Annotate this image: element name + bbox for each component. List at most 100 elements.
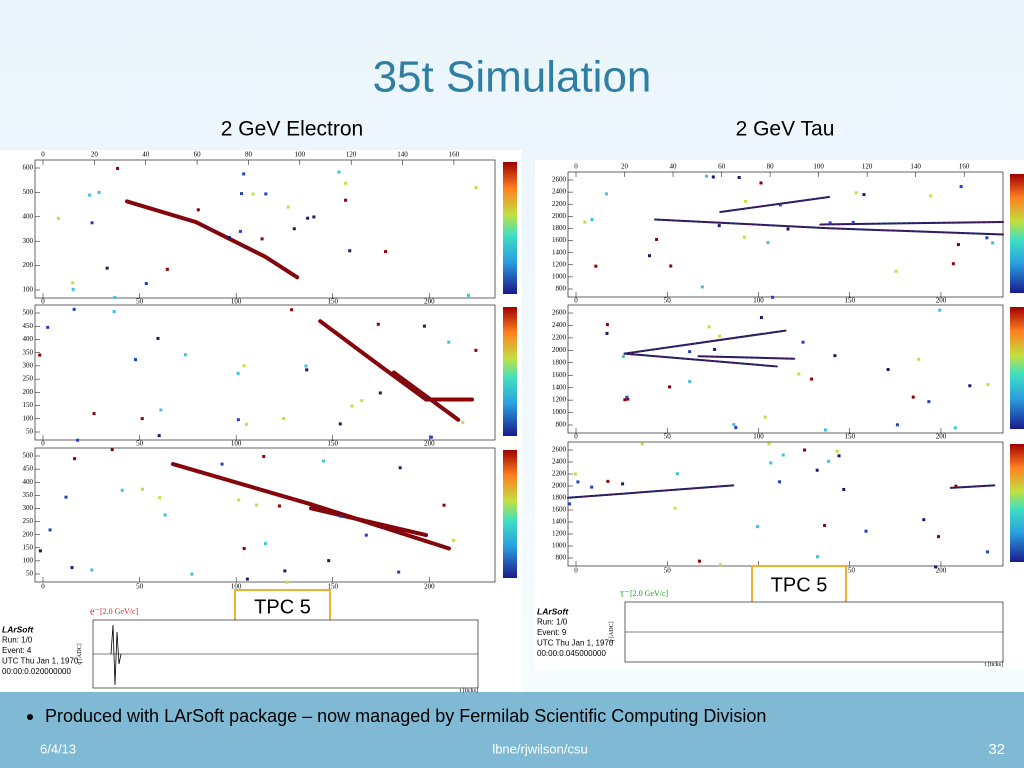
y-tick-label: 1400 [552,248,567,256]
hit [621,354,625,358]
y-tick-label: 1200 [552,260,567,268]
hit [398,466,402,470]
hit [327,559,331,563]
track-edge [720,196,830,213]
hit [290,308,294,312]
event-info: 00:00:0.045000000 [537,649,607,658]
hit [823,523,827,527]
y-tick-label: 2000 [552,346,567,354]
color-scale [1010,174,1024,293]
y-tick-label: 1800 [552,224,567,232]
hit [344,198,348,202]
y-tick-label: 2000 [552,482,567,490]
track [309,506,428,538]
y-tick-label: 500 [23,452,34,460]
hit [264,192,268,196]
hit [621,482,625,486]
x-tick-label: 0 [41,583,45,591]
hit [837,454,841,458]
hit [254,503,258,507]
event-info: LArSoft [2,624,34,634]
hit [110,448,114,452]
waveform [110,624,122,686]
panel-label: 2 GeV Tau [736,118,835,141]
y-tick-label: 800 [556,285,567,293]
hit [451,538,455,542]
y-tick-label: 2600 [552,446,567,454]
hit [157,434,161,438]
hit [220,462,224,466]
hit [113,296,117,300]
x-tick-label: 40 [670,163,678,171]
event-info: Event: 4 [2,646,32,655]
x-tick-label: 0 [574,567,578,575]
hit [697,559,701,563]
y-tick-label: 100 [23,414,34,422]
title: 35t Simulation [373,53,652,102]
hit [917,357,921,361]
hit [953,426,957,430]
x-tick-label: 0 [41,298,45,306]
y-tick-label: 2400 [552,458,567,466]
hit [640,442,644,446]
hit [260,237,264,241]
x-tick-label: 140 [397,151,408,159]
x-tick-label: 0 [41,440,45,448]
x-tick-label: 0 [41,151,45,159]
x-tick-label: 50 [136,440,144,448]
color-scale [503,162,517,294]
y-tick-label: 150 [23,401,34,409]
hit [64,495,68,499]
track [318,319,474,402]
hit [364,533,368,537]
hit [242,364,246,368]
hit [700,285,704,289]
hit [668,385,672,389]
hit [778,480,782,484]
x-tick-label: 20 [621,163,629,171]
hit [828,221,832,225]
hit [46,325,50,329]
hit [605,323,609,327]
hit [833,354,837,358]
hit [236,418,240,422]
hit [350,404,354,408]
hit [864,529,868,533]
hit [573,472,577,476]
hit [959,185,963,189]
x-tick-label: 200 [936,433,947,441]
hit [283,569,287,573]
hit [105,266,109,270]
hit [732,423,736,427]
y-tick-label: 1200 [552,396,567,404]
x-tick-label: 200 [424,583,435,591]
hit [985,236,989,240]
x-tick-label: 100 [753,297,764,305]
y-tick-label: 1000 [552,408,567,416]
x-tick-label: 150 [844,567,855,575]
hit [183,353,187,357]
hit [474,348,478,352]
hit [688,350,692,354]
hit [116,166,120,170]
hit [378,391,382,395]
x-tick-label: 20 [91,151,99,159]
hit [339,514,343,518]
x-tick-label: 100 [231,583,242,591]
hit [71,281,75,285]
waveform-xlabel: t [ticks] [985,662,1004,668]
histogram-frame [567,304,1004,434]
track-edge [624,330,786,354]
hit [986,382,990,386]
y-tick-label: 150 [23,543,34,551]
y-tick-label: 200 [23,530,34,538]
hit [165,267,169,271]
hit [384,250,388,254]
hit [292,227,296,231]
hit [835,449,839,453]
event-info: Event: 9 [537,628,567,637]
hit [717,224,721,228]
x-tick-label: 50 [664,297,672,305]
x-tick-label: 150 [844,297,855,305]
